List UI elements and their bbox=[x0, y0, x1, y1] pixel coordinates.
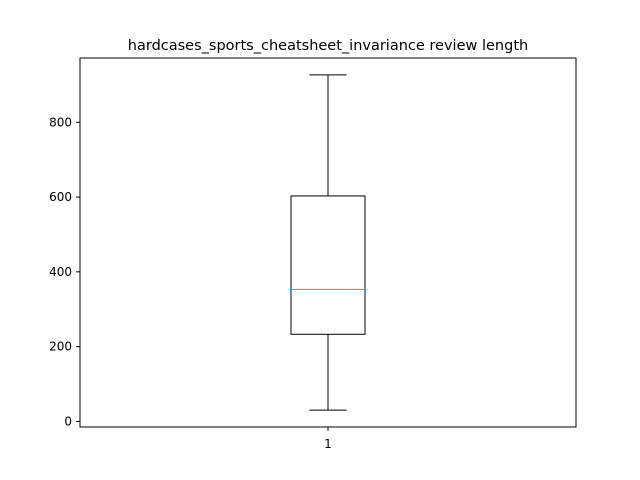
x-axis: 1 bbox=[324, 427, 332, 451]
y-tick-label: 800 bbox=[49, 115, 72, 129]
y-tick-label: 0 bbox=[64, 414, 72, 428]
box-iqr bbox=[290, 195, 366, 335]
x-tick-label: 1 bbox=[324, 437, 332, 451]
chart-title: hardcases_sports_cheatsheet_invariance r… bbox=[128, 38, 528, 54]
y-axis: 0 200 400 600 800 bbox=[49, 115, 80, 428]
y-tick-label: 400 bbox=[49, 265, 72, 279]
y-tick-label: 600 bbox=[49, 190, 72, 204]
boxes bbox=[290, 74, 366, 411]
y-tick-label: 200 bbox=[49, 340, 72, 354]
plot-frame bbox=[79, 57, 577, 428]
